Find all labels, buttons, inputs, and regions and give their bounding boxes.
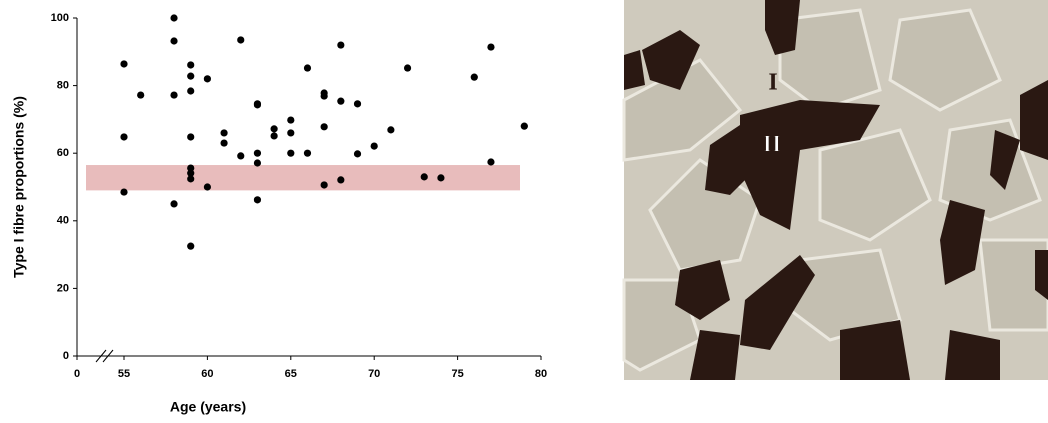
data-point [337,176,345,184]
data-point [437,174,445,182]
data-point [187,61,195,69]
data-point [270,125,278,133]
data-point [187,164,195,172]
x-tick-label: 80 [535,368,547,380]
x-tick-label: 0 [74,368,80,380]
axis-break [102,349,114,363]
data-point [270,132,278,140]
data-point [470,73,478,81]
data-point [170,37,178,45]
axis-break [95,349,107,363]
fibre-type-label: I [768,70,777,96]
x-tick-label: 55 [118,368,130,380]
y-axis-label: Type I fibre proportions (%) [11,96,27,278]
data-point [187,133,195,141]
data-point [220,129,228,137]
data-point [303,149,312,157]
data-point [320,123,328,131]
data-point [187,169,195,177]
data-point [253,159,262,167]
data-point [370,142,378,150]
data-point [353,150,362,158]
light-fibres [622,8,1048,372]
y-tick-label: 0 [63,350,69,362]
data-point [170,14,178,22]
y-tick-label: 100 [51,12,69,24]
micrograph: I II [622,0,1048,380]
data-point [170,91,178,99]
data-point [303,64,312,72]
data-point [187,87,195,95]
data-point [120,188,128,196]
data-point [187,242,195,250]
data-point [253,149,262,157]
data-point [420,173,428,181]
data-point [337,41,345,49]
y-tick-label: 20 [57,282,69,294]
data-point [220,139,228,147]
x-tick-label: 70 [368,368,380,380]
data-point [337,97,345,105]
data-point [253,101,262,109]
data-point [387,126,395,134]
data-point [253,196,262,204]
dark-fibres [624,0,1048,380]
x-tick-label: 75 [451,368,463,380]
y-tick-label: 60 [57,147,69,159]
data-point [287,149,295,157]
data-point [403,64,412,72]
data-point [237,152,245,160]
x-axis-label: Age (years) [170,399,246,415]
data-point [203,183,211,191]
reference-band [86,165,520,191]
data-point [487,43,495,51]
data-point [487,158,495,166]
data-point [120,60,128,68]
data-point [170,200,178,208]
data-point [520,122,528,130]
x-tick-label: 60 [201,368,213,380]
y-tick-label: 40 [57,215,69,227]
data-point [287,116,295,124]
data-point [187,175,195,183]
data-point [137,91,145,99]
data-point [120,133,128,141]
data-point [320,181,328,189]
data-point [287,129,295,137]
fibre-type-label: II [763,132,782,158]
data-point [237,36,245,44]
data-point [203,75,211,83]
data-point [187,72,195,80]
data-point [353,100,362,108]
y-tick-label: 80 [57,80,69,92]
data-point [320,92,328,100]
x-tick-label: 65 [285,368,297,380]
